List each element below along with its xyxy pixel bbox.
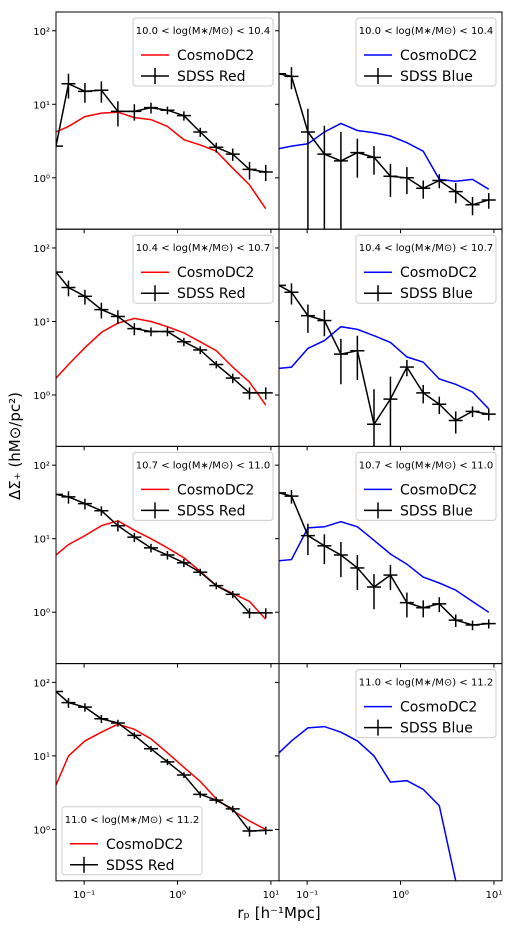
data-line — [279, 492, 489, 626]
y-tick-label: 10¹ — [33, 752, 50, 763]
legend-label: SDSS Red — [177, 286, 246, 302]
legend-label: SDSS Blue — [400, 69, 473, 85]
legend: 11.0 < log(M∗/M⊙) < 11.2 CosmoDC2 SDSS Blu… — [355, 669, 497, 739]
y-tick-label: 10⁰ — [33, 174, 50, 185]
data-line — [56, 271, 266, 394]
plot-area — [279, 489, 496, 631]
panel: 10.0 < log(M∗/M⊙) < 10.4 CosmoDC2 SDSS Blu… — [275, 11, 503, 234]
plot-area — [56, 73, 273, 210]
data-line — [279, 122, 490, 190]
legend-label: SDSS Red — [177, 503, 246, 519]
legend-label: CosmoDC2 — [400, 48, 477, 64]
legend-box — [132, 17, 274, 87]
legend-label: CosmoDC2 — [177, 48, 254, 64]
y-tick-label: 10¹ — [33, 317, 50, 328]
legend-box — [132, 451, 274, 521]
panel: 10.4 < log(M∗/M⊙) < 10.7 CosmoDC2 SDSS Blu… — [275, 228, 503, 451]
legend-box — [355, 451, 497, 521]
legend-label: SDSS Red — [177, 69, 246, 85]
legend-label: CosmoDC2 — [177, 265, 254, 281]
legend-title: 10.7 < log(M∗/M⊙) < 11.0 — [359, 460, 493, 471]
y-tick-label: 10¹ — [33, 535, 50, 546]
x-tick-label: 10¹ — [486, 890, 503, 901]
legend-box — [132, 234, 274, 304]
legend-box — [61, 806, 203, 876]
legend-box — [355, 17, 497, 87]
legend-box — [355, 669, 497, 739]
y-tick-label: 10² — [33, 678, 50, 689]
legend-label: SDSS Red — [106, 858, 175, 874]
data-line — [279, 520, 490, 613]
y-tick-label: 10² — [33, 27, 50, 38]
data-line — [56, 691, 266, 832]
data-line — [56, 82, 266, 173]
x-tick-label: 10⁰ — [392, 890, 409, 901]
legend-title: 10.4 < log(M∗/M⊙) < 10.7 — [359, 243, 493, 254]
y-tick-label: 10⁰ — [33, 608, 50, 619]
legend: 10.7 < log(M∗/M⊙) < 11.0 CosmoDC2 SDSS Blu… — [355, 451, 497, 521]
data-line — [279, 284, 489, 427]
x-axis-label: rₚ [h⁻¹Mpc] — [237, 904, 320, 922]
legend-title: 10.0 < log(M∗/M⊙) < 10.4 — [136, 26, 270, 37]
panel: 10⁰ 10¹ 10² 10.4 < log(M∗/M⊙) < 10.7 CosmoDC… — [33, 228, 280, 451]
y-tick-label: 10² — [33, 461, 50, 472]
y-tick-label: 10⁰ — [33, 825, 50, 836]
legend: 10.0 < log(M∗/M⊙) < 10.4 CosmoDC2 SDSS Red — [132, 17, 274, 87]
legend-label: CosmoDC2 — [400, 482, 477, 498]
legend-title: 11.0 < log(M∗/M⊙) < 11.2 — [65, 815, 199, 826]
plot-area — [56, 491, 273, 620]
plot-area — [279, 67, 496, 230]
y-tick-label: 10¹ — [33, 100, 50, 111]
legend-label: SDSS Blue — [400, 286, 473, 302]
axes-frame — [278, 663, 503, 882]
legend-title: 11.0 < log(M∗/M⊙) < 11.2 — [359, 678, 493, 689]
plot-area — [56, 690, 273, 837]
plot-area — [279, 725, 457, 881]
legend: 10.4 < log(M∗/M⊙) < 10.7 CosmoDC2 SDSS Blu… — [355, 234, 497, 304]
legend-label: CosmoDC2 — [177, 482, 254, 498]
y-tick-label: 10⁰ — [33, 391, 50, 402]
legend-label: CosmoDC2 — [106, 837, 183, 853]
plot-area — [279, 283, 496, 447]
x-tick-label: 10⁻¹ — [73, 890, 95, 901]
plot-area — [56, 271, 273, 406]
y-axis-label: ΔΣ₊ (hM⊙/pc²) — [6, 392, 24, 500]
legend-label: CosmoDC2 — [400, 700, 477, 716]
y-tick-label: 10² — [33, 244, 50, 255]
legend: 10.7 < log(M∗/M⊙) < 11.0 CosmoDC2 SDSS Red — [132, 451, 274, 521]
legend-title: 10.0 < log(M∗/M⊙) < 10.4 — [359, 26, 493, 37]
panel: 10⁻¹ 10⁰ 10¹ 10⁰ 10¹ 10² 11.0 < log(M∗/M⊙) < 1… — [33, 663, 280, 901]
legend-label: CosmoDC2 — [400, 265, 477, 281]
data-line — [279, 725, 457, 881]
legend: 11.0 < log(M∗/M⊙) < 11.2 CosmoDC2 SDSS Red — [61, 806, 203, 876]
legend-box — [355, 234, 497, 304]
data-line — [279, 325, 490, 410]
data-line — [56, 493, 266, 614]
panel: 10.7 < log(M∗/M⊙) < 11.0 CosmoDC2 SDSS Blu… — [275, 445, 503, 668]
legend-title: 10.4 < log(M∗/M⊙) < 10.7 — [136, 243, 270, 254]
legend-label: SDSS Blue — [400, 721, 473, 737]
panel: 10⁻¹ 10⁰ 10¹ 11.0 < log(M∗/M⊙) < 11.2 CosmoD… — [275, 663, 503, 901]
legend-title: 10.7 < log(M∗/M⊙) < 11.0 — [136, 460, 270, 471]
legend: 10.4 < log(M∗/M⊙) < 10.7 CosmoDC2 SDSS Red — [132, 234, 274, 304]
legend: 10.0 < log(M∗/M⊙) < 10.4 CosmoDC2 SDSS Blu… — [355, 17, 497, 87]
data-line — [56, 519, 267, 620]
panel: 10⁰ 10¹ 10² 10.0 < log(M∗/M⊙) < 10.4 CosmoDC… — [33, 11, 280, 234]
data-line — [279, 73, 489, 206]
data-line — [56, 317, 267, 406]
data-line — [56, 111, 267, 210]
x-tick-label: 10⁻¹ — [296, 890, 318, 901]
legend-label: SDSS Blue — [400, 503, 473, 519]
panel: 10⁰ 10¹ 10² 10.7 < log(M∗/M⊙) < 11.0 CosmoDC… — [33, 445, 280, 668]
x-tick-label: 10⁰ — [169, 890, 186, 901]
x-tick-label: 10¹ — [263, 890, 280, 901]
